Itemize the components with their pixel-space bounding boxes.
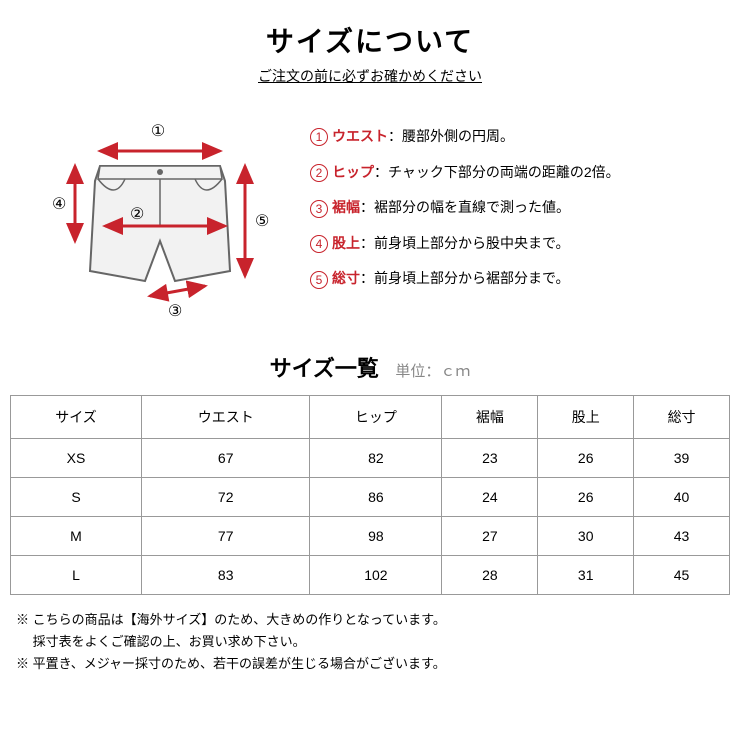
svg-text:③: ③ bbox=[168, 303, 182, 320]
table-column-header: ヒップ bbox=[310, 396, 442, 439]
svg-text:⑤: ⑤ bbox=[255, 213, 269, 230]
table-header-row: サイズウエストヒップ裾幅股上総寸 bbox=[11, 396, 730, 439]
table-cell: 30 bbox=[538, 517, 634, 556]
table-cell: 26 bbox=[538, 439, 634, 478]
table-cell: 24 bbox=[442, 478, 538, 517]
table-cell: 26 bbox=[538, 478, 634, 517]
table-cell: 43 bbox=[634, 517, 730, 556]
table-cell: 40 bbox=[634, 478, 730, 517]
measurement-label: ウエスト bbox=[332, 128, 388, 144]
table-cell: 67 bbox=[142, 439, 310, 478]
table-column-header: 股上 bbox=[538, 396, 634, 439]
size-table: サイズウエストヒップ裾幅股上総寸 XS6782232639S7286242640… bbox=[10, 395, 730, 595]
measurement-label: 股上 bbox=[332, 235, 360, 251]
notes: ※ こちらの商品は【海外サイズ】のため、大きめの作りとなっています。 採寸表をよ… bbox=[10, 609, 730, 675]
measurement-num-icon: 1 bbox=[310, 128, 328, 146]
table-cell: 82 bbox=[310, 439, 442, 478]
note-line: 採寸表をよくご確認の上、お買い求め下さい。 bbox=[16, 631, 724, 653]
table-cell: 102 bbox=[310, 556, 442, 595]
measurement-item: 3裾幅：裾部分の幅を直線で測った値。 bbox=[310, 198, 710, 218]
measurement-num-icon: 5 bbox=[310, 271, 328, 289]
table-row: M7798273043 bbox=[11, 517, 730, 556]
measurement-desc: ：前身頃上部分から裾部分まで。 bbox=[360, 270, 569, 286]
table-header: サイズ一覧 単位：ｃｍ bbox=[10, 351, 730, 383]
table-cell: 83 bbox=[142, 556, 310, 595]
table-cell: 45 bbox=[634, 556, 730, 595]
header: サイズについて ご注文の前に必ずお確かめください bbox=[10, 20, 730, 86]
table-cell: S bbox=[11, 478, 142, 517]
table-column-header: 裾幅 bbox=[442, 396, 538, 439]
measurement-label: ヒップ bbox=[332, 164, 374, 180]
table-cell: 72 bbox=[142, 478, 310, 517]
table-cell: L bbox=[11, 556, 142, 595]
svg-text:④: ④ bbox=[52, 196, 66, 213]
measurement-item: 2ヒップ：チャック下部分の両端の距離の2倍。 bbox=[310, 163, 710, 183]
table-row: XS6782232639 bbox=[11, 439, 730, 478]
table-cell: 86 bbox=[310, 478, 442, 517]
svg-text:①: ① bbox=[151, 123, 165, 140]
table-column-header: ウエスト bbox=[142, 396, 310, 439]
table-row: L83102283145 bbox=[11, 556, 730, 595]
table-column-header: 総寸 bbox=[634, 396, 730, 439]
page-title: サイズについて bbox=[10, 20, 730, 60]
table-cell: 98 bbox=[310, 517, 442, 556]
page-subtitle: ご注文の前に必ずお確かめください bbox=[10, 66, 730, 86]
table-column-header: サイズ bbox=[11, 396, 142, 439]
table-cell: 77 bbox=[142, 517, 310, 556]
measurement-desc: ：腰部外側の円周。 bbox=[388, 128, 514, 144]
measurement-desc: ：裾部分の幅を直線で測った値。 bbox=[360, 199, 570, 215]
measurement-label: 裾幅 bbox=[332, 199, 360, 215]
measurement-desc: ：前身頃上部分から股中央まで。 bbox=[360, 235, 569, 251]
measurement-num-icon: 4 bbox=[310, 235, 328, 253]
table-cell: 28 bbox=[442, 556, 538, 595]
measurement-desc: ：チャック下部分の両端の距離の2倍。 bbox=[374, 164, 620, 180]
measurement-item: 1ウエスト：腰部外側の円周。 bbox=[310, 127, 710, 147]
info-row: ① ② ③ ④ ⑤ 1ウエスト：腰部外側の円周。 2ヒップ：チャック下部分の両端の… bbox=[10, 111, 730, 321]
table-cell: 39 bbox=[634, 439, 730, 478]
note-line: ※ 平置き、メジャー採寸のため、若干の誤差が生じる場合がございます。 bbox=[16, 653, 724, 675]
svg-text:②: ② bbox=[130, 206, 144, 223]
table-cell: 31 bbox=[538, 556, 634, 595]
note-line: ※ こちらの商品は【海外サイズ】のため、大きめの作りとなっています。 bbox=[16, 609, 724, 631]
shorts-diagram: ① ② ③ ④ ⑤ bbox=[30, 111, 280, 321]
measurement-num-icon: 3 bbox=[310, 200, 328, 218]
measurement-item: 5総寸：前身頃上部分から裾部分まで。 bbox=[310, 269, 710, 289]
measurement-num-icon: 2 bbox=[310, 164, 328, 182]
table-cell: 23 bbox=[442, 439, 538, 478]
measurement-item: 4股上：前身頃上部分から股中央まで。 bbox=[310, 234, 710, 254]
measurement-label: 総寸 bbox=[332, 270, 360, 286]
table-row: S7286242640 bbox=[11, 478, 730, 517]
table-unit: 単位：ｃｍ bbox=[395, 363, 470, 380]
table-cell: M bbox=[11, 517, 142, 556]
table-cell: 27 bbox=[442, 517, 538, 556]
measurement-list: 1ウエスト：腰部外側の円周。2ヒップ：チャック下部分の両端の距離の2倍。3裾幅：… bbox=[280, 127, 710, 305]
table-body: XS6782232639S7286242640M7798273043L83102… bbox=[11, 439, 730, 595]
table-cell: XS bbox=[11, 439, 142, 478]
table-title: サイズ一覧 bbox=[270, 356, 379, 381]
